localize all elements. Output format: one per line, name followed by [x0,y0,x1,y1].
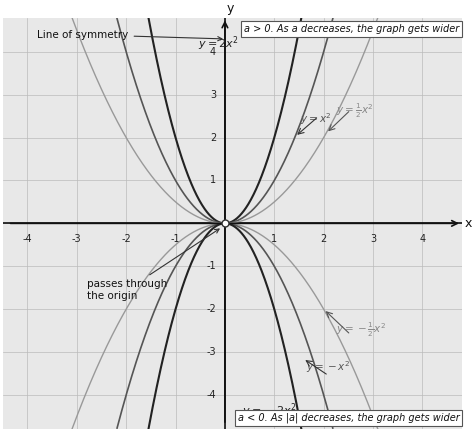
Text: passes through
the origin: passes through the origin [87,229,219,301]
Text: $y = x^2$: $y = x^2$ [300,111,332,127]
Text: -4: -4 [206,390,216,400]
Text: 1: 1 [271,234,277,244]
Text: 2: 2 [320,234,327,244]
Text: 2: 2 [210,133,216,143]
Text: -1: -1 [171,234,181,244]
Text: -3: -3 [72,234,82,244]
Text: $y = -2x^2$: $y = -2x^2$ [242,401,297,419]
Text: a < 0. As |a| decreases, the graph gets wider: a < 0. As |a| decreases, the graph gets … [238,413,460,423]
Text: 3: 3 [210,90,216,100]
Text: 3: 3 [370,234,376,244]
Text: $y = -x^2$: $y = -x^2$ [306,359,351,375]
Text: -1: -1 [206,261,216,271]
Text: -3: -3 [206,347,216,357]
Text: -4: -4 [23,234,32,244]
Text: -2: -2 [121,234,131,244]
Text: y: y [226,2,234,16]
Text: 4: 4 [419,234,426,244]
Text: -2: -2 [206,304,216,314]
Text: 4: 4 [210,47,216,57]
Text: $y = \frac{1}{2}x^2$: $y = \frac{1}{2}x^2$ [336,102,374,120]
Text: Line of symmetry: Line of symmetry [37,30,222,41]
Text: $y = -\frac{1}{2}x^2$: $y = -\frac{1}{2}x^2$ [336,320,386,339]
Text: $y = 2x^2$: $y = 2x^2$ [198,34,238,53]
Text: 1: 1 [210,175,216,185]
Text: a > 0. As a decreases, the graph gets wider: a > 0. As a decreases, the graph gets wi… [244,24,460,34]
Text: x: x [465,217,472,230]
